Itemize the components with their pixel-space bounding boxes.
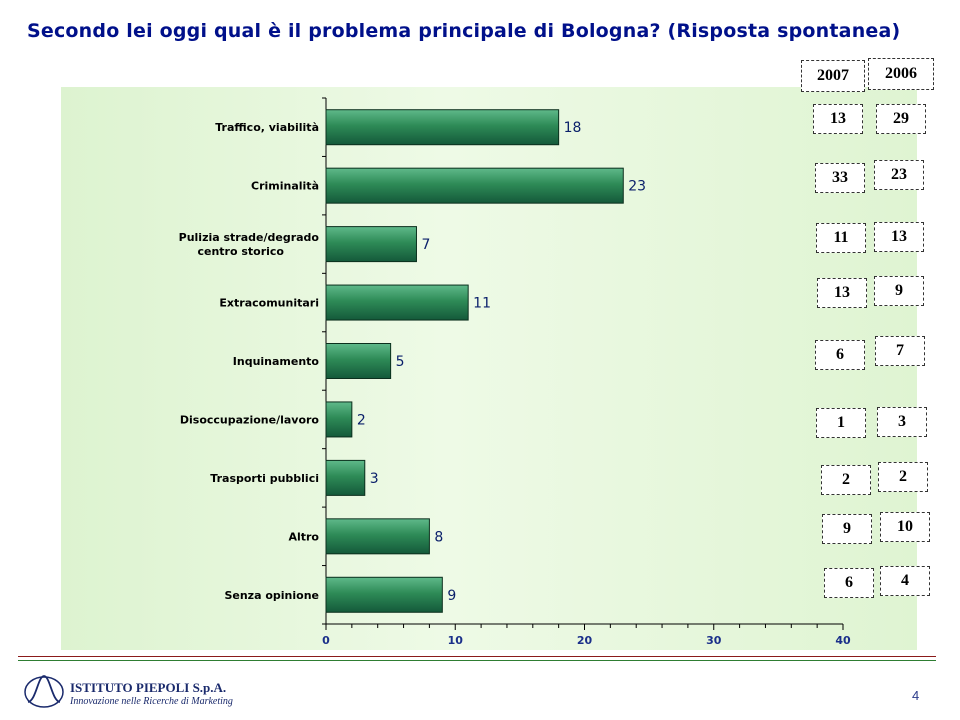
data-label: 9 <box>447 588 456 604</box>
company-name: ISTITUTO PIEPOLI S.p.A. <box>70 680 227 695</box>
bar <box>325 401 353 438</box>
footer-divider-green <box>18 660 936 661</box>
bar <box>325 284 469 321</box>
data-label: 2 <box>357 412 366 428</box>
x-tick-label: 0 <box>322 634 330 647</box>
category-label: Pulizia strade/degrado centro storico <box>179 231 320 258</box>
category-label: Inquinamento <box>233 355 320 368</box>
comparison-2006-value: 23 <box>874 160 924 190</box>
category-label: Senza opinione <box>224 589 319 602</box>
bar <box>325 226 417 263</box>
bar-chart: 0 10 20 30 40 Traffico, viabilità 18 Criminalit… <box>179 97 851 647</box>
data-label: 7 <box>421 237 430 253</box>
data-label: 11 <box>473 296 491 312</box>
comparison-2006-value: 13 <box>874 222 924 252</box>
data-label: 18 <box>564 120 582 136</box>
comparison-2007-value: 13 <box>813 104 863 134</box>
data-label: 8 <box>434 529 443 545</box>
page-number: 4 <box>912 688 920 703</box>
comparison-header-2006: 2006 <box>868 58 934 90</box>
comparison-2006-value: 10 <box>880 512 930 542</box>
data-label: 5 <box>396 354 405 370</box>
category-label: Trasporti pubblici <box>210 472 319 485</box>
comparison-2006-value: 7 <box>875 336 925 366</box>
comparison-2006-value: 4 <box>880 566 930 596</box>
comparison-2007-value: 2 <box>821 465 871 495</box>
category-label: Criminalità <box>251 180 319 193</box>
comparison-2006-value: 9 <box>874 276 924 306</box>
comparison-2006-value: 2 <box>878 462 928 492</box>
data-label: 23 <box>628 179 646 195</box>
footer-divider-red <box>18 656 936 657</box>
category-label: Extracomunitari <box>219 297 319 310</box>
page-title: Secondo lei oggi qual è il problema prin… <box>27 20 901 42</box>
x-tick-label: 20 <box>577 634 593 647</box>
x-tick-label: 10 <box>448 634 464 647</box>
comparison-2007-value: 33 <box>815 163 865 193</box>
comparison-2007-value: 13 <box>817 278 867 308</box>
bar <box>325 459 366 496</box>
comparison-2007-value: 1 <box>816 408 866 438</box>
bar <box>325 167 624 204</box>
comparison-2007-value: 11 <box>816 223 866 253</box>
comparison-2006-value: 3 <box>877 407 927 437</box>
company-tagline: Innovazione nelle Ricerche di Marketing <box>70 696 233 707</box>
comparison-2006-value: 29 <box>876 104 926 134</box>
comparison-2007-value: 6 <box>815 340 865 370</box>
x-tick-label: 40 <box>835 634 851 647</box>
bar <box>325 576 443 613</box>
bar <box>325 109 560 146</box>
company-logo: ISTITUTO PIEPOLI S.p.A. Innovazione nell… <box>22 668 262 712</box>
category-label: Altro <box>288 530 319 543</box>
bar <box>325 518 430 555</box>
comparison-2007-value: 9 <box>822 514 872 544</box>
bar <box>325 343 392 379</box>
data-label: 3 <box>370 471 379 487</box>
comparison-header-2007: 2007 <box>801 60 865 92</box>
x-tick-label: 30 <box>706 634 722 647</box>
comparison-2007-value: 6 <box>824 568 874 598</box>
chart-area: 0 10 20 30 40 Traffico, viabilità 18 Criminalit… <box>61 87 917 650</box>
category-label: Disoccupazione/lavoro <box>180 413 320 426</box>
bell-curve-logo-icon <box>24 675 64 708</box>
category-label: Traffico, viabilità <box>215 121 319 134</box>
